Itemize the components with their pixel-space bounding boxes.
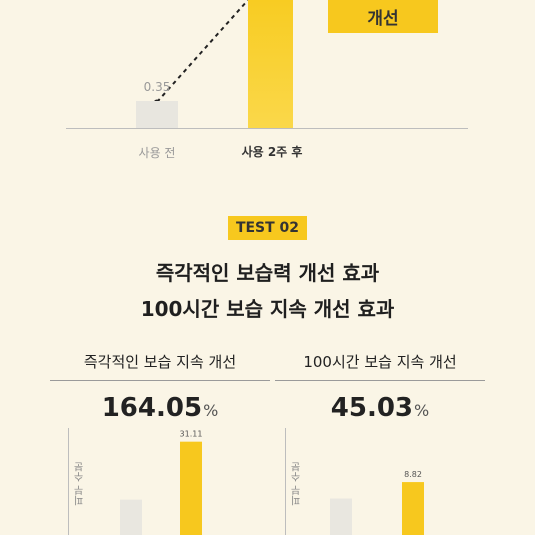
chart-left-yaxis — [68, 428, 69, 535]
test-heading-line2: 100시간 보습 지속 개선 효과 — [140, 297, 395, 321]
bar-before — [330, 498, 352, 535]
chart-right-headline-value: 45.03 — [330, 393, 414, 423]
bar-before — [136, 101, 178, 128]
test-heading-line1: 즉각적인 보습력 개선 효과 — [155, 261, 380, 285]
category-after: 사용 2주 후 — [241, 145, 303, 159]
chart-right: 100시간 보습 지속 개선 45.03% 피부 수분 8.82 — [275, 345, 485, 535]
bar-before — [120, 499, 142, 535]
chart-left-divider — [50, 380, 270, 381]
chart-right-title: 100시간 보습 지속 개선 — [303, 353, 457, 371]
chart-left-headline: 164.05% — [50, 393, 270, 423]
improvement-badge: 개선 — [328, 0, 438, 33]
chart-left: 즉각적인 보습 지속 개선 164.05% 피부 수분 31.11 — [50, 345, 270, 535]
chart-right-yaxis — [285, 428, 286, 535]
top-chart: 개선 0.35 사용 전 사용 2주 후 — [0, 0, 535, 200]
chart-left-headline-value: 164.05 — [101, 393, 203, 423]
chart-left-bars: 31.11 — [120, 430, 203, 535]
chart-right-bars: 8.82 — [330, 470, 424, 535]
chart-right-divider — [275, 380, 485, 381]
bar-value-label: 8.82 — [404, 470, 422, 479]
category-before: 사용 전 — [138, 146, 176, 160]
bar-after — [402, 482, 424, 535]
chart-left-title: 즉각적인 보습 지속 개선 — [83, 353, 237, 371]
bar-value-label: 31.11 — [180, 430, 203, 439]
chart-left-headline-unit: % — [203, 401, 219, 420]
test-badge: TEST 02 — [228, 216, 307, 240]
bar-after — [180, 441, 202, 535]
trend-dashed-line — [156, 0, 249, 103]
bar-after — [248, 0, 293, 128]
top-chart-axis — [66, 128, 468, 129]
before-value-label: 0.35 — [143, 80, 171, 94]
chart-right-headline-unit: % — [414, 401, 430, 420]
chart-right-headline: 45.03% — [275, 393, 485, 423]
